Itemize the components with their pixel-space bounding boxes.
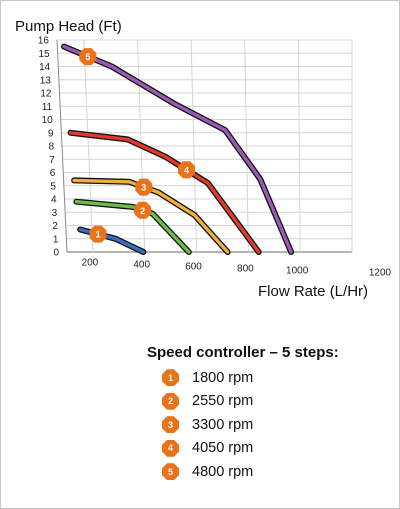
rpm-label: 3300 rpm xyxy=(192,416,254,433)
v-gridline xyxy=(244,39,249,253)
series-5-outline xyxy=(61,43,295,255)
x-tick-label: 600 xyxy=(185,262,202,273)
x-tick-label: 1000 xyxy=(286,266,309,277)
series-1-marker: 1 xyxy=(89,225,107,243)
y-axis-label: Pump Head (Ft) xyxy=(15,18,122,35)
series-3-line xyxy=(72,178,230,254)
y-tick-label: 14 xyxy=(39,62,51,73)
rpm-label: 2550 rpm xyxy=(192,393,254,410)
series-label: 2 xyxy=(140,206,145,216)
series-2-marker: 2 xyxy=(134,201,152,219)
y-tick-label: 11 xyxy=(42,102,53,113)
legend-item-4: 4 4050 rpm xyxy=(162,437,253,461)
series-lines xyxy=(61,43,295,255)
x-tick-label: 800 xyxy=(237,264,254,275)
y-tick-label: 0 xyxy=(53,248,59,259)
series-5-marker: 5 xyxy=(79,48,97,66)
y-tick-label: 12 xyxy=(40,89,52,100)
rpm-label: 4800 rpm xyxy=(192,463,254,480)
y-tick-label: 2 xyxy=(52,221,58,232)
y-axis-line xyxy=(56,39,68,253)
grid xyxy=(56,39,353,253)
y-tick-label: 7 xyxy=(49,155,55,166)
y-tick-label: 15 xyxy=(39,49,51,60)
y-tick-label: 16 xyxy=(38,36,50,47)
series-4-line xyxy=(68,131,261,254)
x-tick-label: 200 xyxy=(82,258,99,269)
series-label: 3 xyxy=(141,183,146,193)
step-badge: 1 xyxy=(162,369,179,387)
step-badge: 3 xyxy=(162,416,179,434)
legend-item-5: 5 4800 rpm xyxy=(162,460,253,484)
y-tick-label: 3 xyxy=(52,208,58,219)
legend-item-1: 1 1800 rpm xyxy=(162,366,253,390)
y-tick-label: 5 xyxy=(50,181,56,192)
y-tick-label: 6 xyxy=(50,168,56,179)
series-label: 5 xyxy=(85,52,90,62)
y-tick-label: 9 xyxy=(48,128,54,139)
series-4-marker: 4 xyxy=(178,161,195,179)
y-tick-label: 10 xyxy=(42,115,54,126)
step-badge: 4 xyxy=(162,439,179,457)
rpm-label: 4050 rpm xyxy=(192,440,254,457)
x-tick-label: 400 xyxy=(133,260,150,271)
v-gridline xyxy=(83,39,94,253)
x-tick-labels: 200 400 600 800 1000 1200 xyxy=(82,258,392,279)
x-tick-label: 1200 xyxy=(369,268,392,279)
y-tick-label: 4 xyxy=(51,195,57,206)
series-label: 1 xyxy=(95,230,100,240)
v-gridline xyxy=(297,39,301,253)
step-badge: 5 xyxy=(162,463,179,481)
series-markers: 1 2 3 4 5 xyxy=(79,48,195,243)
legend: 1 1800 rpm 2 2550 rpm 3 3300 rpm 4 4050 … xyxy=(162,366,253,484)
legend-item-2: 2 2550 rpm xyxy=(162,390,253,414)
x-axis-label: Flow Rate (L/Hr) xyxy=(258,283,369,300)
legend-item-3: 3 3300 rpm xyxy=(162,413,253,437)
step-badge: 2 xyxy=(162,392,179,410)
y-tick-label: 8 xyxy=(48,142,54,153)
series-3-marker: 3 xyxy=(135,178,153,196)
y-tick-label: 1 xyxy=(53,234,59,245)
series-5-line xyxy=(62,44,293,254)
legend-title: Speed controller – 5 steps: xyxy=(147,344,339,361)
series-label: 4 xyxy=(184,165,189,175)
rpm-label: 1800 rpm xyxy=(192,369,254,386)
y-tick-label: 13 xyxy=(40,75,52,86)
